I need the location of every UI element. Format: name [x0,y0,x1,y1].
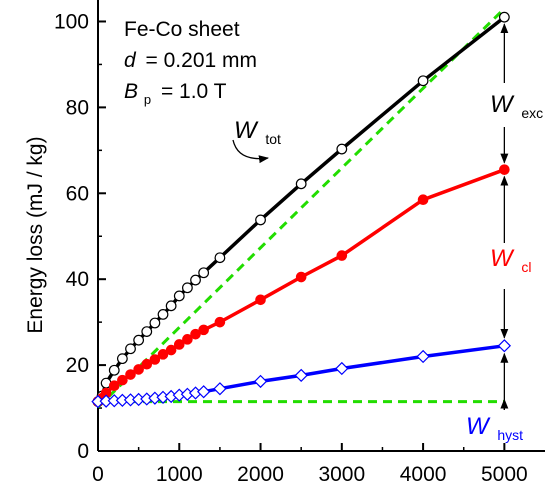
data-point-W_tot [336,143,348,155]
labels: Fe-Co sheet d = 0.201 mm B p = 1.0 T W t… [24,18,543,443]
data-point-W_tot [190,274,201,286]
data-point-W_cl [499,164,510,175]
x-tick-label: 2000 [237,463,284,486]
data-point-W_cl [141,358,153,370]
y-tick-label: 60 [66,182,89,205]
data-point-W_tot [198,267,210,279]
data-point-W_tot [165,300,177,312]
label-w-tot: W tot [234,117,281,147]
data-point-W_cl [182,334,193,345]
data-point-W_tot [157,309,169,320]
data-point-W_cl [133,364,144,375]
y-tick-label: 0 [77,440,89,463]
label-w-cl-sub: cl [521,259,531,275]
annotation-b-symbol: B [124,80,138,103]
annotation-title: Fe-Co sheet [124,18,240,41]
arrows [232,23,509,410]
data-point-W_tot [116,353,128,365]
annotation-peak-induction: B p = 1.0 T [124,80,227,109]
data-point-W_hyst [335,361,349,376]
w-tot-pointer-arrow [232,139,269,164]
data-point-W_tot [141,326,153,337]
axes: 0 1000 2000 3000 4000 5000 0 20 40 60 80 100 [54,0,545,486]
data-point-W_tot [295,178,307,190]
data-point-W_tot [214,252,226,264]
y-tick-label: 80 [66,96,89,119]
x-tick-label: 1000 [156,463,203,486]
y-tick-label: 100 [54,10,89,33]
series-layer [91,11,512,409]
data-point-W_cl [125,369,136,380]
data-point-W_hyst [213,382,227,396]
data-point-W_tot [498,11,510,23]
label-w-cl: W cl [490,245,531,275]
x-tick-label: 0 [92,463,104,486]
data-point-W_tot [149,317,161,329]
data-point-W_tot [108,364,120,376]
data-point-W_cl [117,374,128,386]
data-point-W_cl [165,344,177,356]
data-point-W_hyst [197,385,211,399]
y-axis-title: Energy loss (mJ / kg) [24,136,47,333]
label-w-hyst-main: W [466,413,491,440]
x-tick-label: 4000 [400,463,447,486]
data-point-W_tot [181,282,193,294]
data-point-W_tot [417,75,429,87]
data-point-W_cl [336,250,348,261]
data-point-W_cl [295,271,307,283]
data-point-W_tot [125,343,136,355]
label-w-hyst-sub: hyst [497,427,523,443]
reference-lines [96,7,506,409]
annotation-thickness-value: = 0.201 mm [146,49,257,72]
data-point-W_cl [214,316,226,328]
label-w-tot-main: W [234,117,259,144]
data-point-W_tot [255,214,266,226]
annotation-thickness: d = 0.201 mm [124,49,257,72]
label-w-cl-main: W [490,245,515,272]
annotation-d-symbol: d [124,49,137,72]
data-point-W_cl [157,349,169,360]
data-point-W_cl [173,339,185,350]
y-tick-label: 20 [66,354,89,377]
label-w-exc-sub: exc [521,105,543,121]
series-line-W_tot [96,15,506,403]
data-point-W_cl [190,328,201,340]
data-point-W_cl [198,324,209,336]
label-w-exc-main: W [490,91,515,118]
annotation-b-subscript: p [144,92,151,107]
label-w-tot-sub: tot [265,131,281,147]
label-w-hyst: W hyst [466,413,523,443]
x-tick-label: 3000 [318,463,365,486]
data-point-W_hyst [294,368,308,383]
data-point-W_cl [417,194,429,206]
data-point-W_hyst [497,339,512,353]
reference-dashed-line [96,7,506,409]
data-point-W_hyst [253,374,268,389]
annotation-peak-value: = 1.0 T [161,80,227,103]
data-point-W_cl [149,354,161,365]
data-point-W_cl [255,294,266,306]
data-point-W_hyst [416,349,430,364]
series-line-W_cl [96,168,506,403]
data-point-W_cl [108,380,120,392]
data-point-W_tot [133,334,145,346]
data-point-W_tot [173,290,185,302]
y-tick-label: 40 [66,268,89,291]
x-tick-label: 5000 [481,463,528,486]
label-w-exc: W exc [490,91,543,121]
